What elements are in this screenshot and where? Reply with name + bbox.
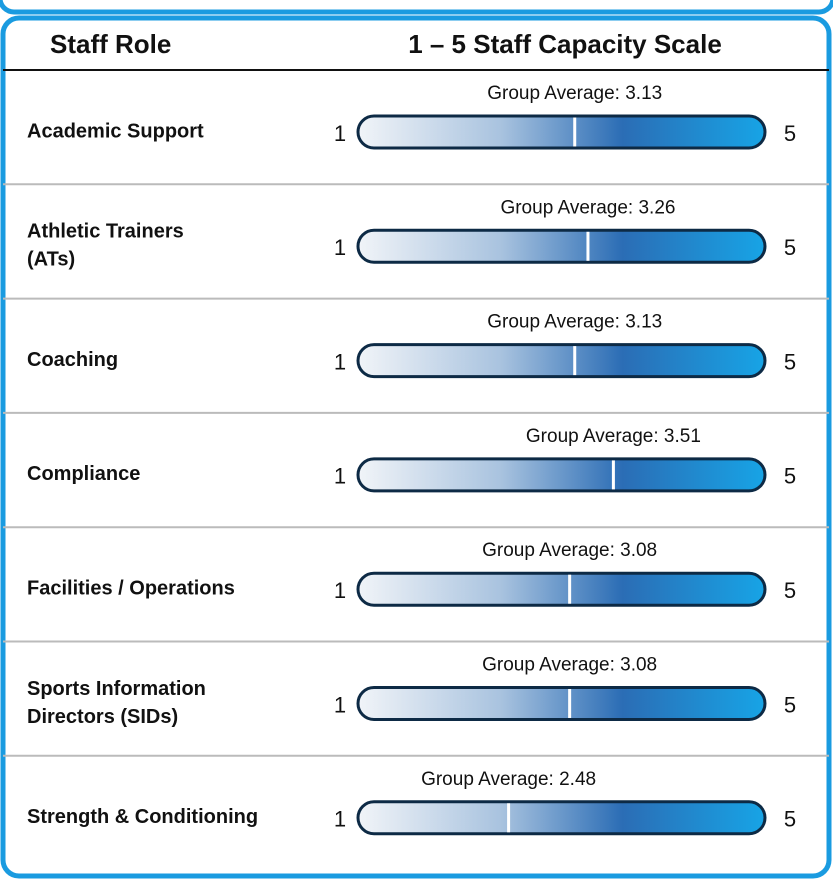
role-label: Coaching (27, 349, 118, 371)
scale-bar (356, 571, 767, 607)
column-header: Staff Role (50, 29, 171, 59)
role-label: Academic Support (27, 120, 204, 142)
column-header: 1 – 5 Staff Capacity Scale (408, 29, 722, 59)
scale-end-label: 1 (334, 121, 346, 146)
top-frame (0, 0, 833, 15)
scale-end-label: 1 (334, 464, 346, 489)
scale-end-label: 1 (334, 349, 346, 374)
role-label: Directors (SIDs) (27, 706, 178, 728)
scale-bar (356, 457, 767, 493)
scale-bar (356, 686, 767, 721)
scale-bar (356, 114, 767, 150)
role-label: Strength & Conditioning (27, 806, 258, 828)
role-label: Sports Information (27, 678, 206, 700)
role-label: Compliance (27, 463, 140, 485)
role-label: Athletic Trainers (27, 221, 184, 243)
scale-end-label: 5 (784, 349, 796, 374)
average-label: Group Average: 3.51 (526, 426, 701, 447)
scale-end-label: 1 (334, 692, 346, 717)
average-label: Group Average: 3.26 (500, 197, 675, 218)
scale-end-label: 5 (784, 807, 796, 832)
scale-end-label: 5 (784, 235, 796, 260)
role-label: (ATs) (27, 249, 75, 271)
scale-end-label: 5 (784, 692, 796, 717)
scale-end-label: 5 (784, 464, 796, 489)
scale-end-label: 1 (334, 235, 346, 260)
scale-end-label: 1 (334, 578, 346, 603)
average-label: Group Average: 2.48 (421, 769, 596, 790)
average-label: Group Average: 3.13 (487, 83, 662, 104)
scale-bar (356, 343, 767, 379)
scale-bar (356, 800, 767, 836)
average-label: Group Average: 3.13 (487, 312, 662, 333)
average-label: Group Average: 3.08 (482, 540, 657, 561)
scale-bar (356, 228, 767, 264)
average-label: Group Average: 3.08 (482, 655, 657, 676)
scale-end-label: 5 (784, 578, 796, 603)
scale-end-label: 1 (334, 807, 346, 832)
role-label: Facilities / Operations (27, 577, 235, 599)
scale-end-label: 5 (784, 121, 796, 146)
